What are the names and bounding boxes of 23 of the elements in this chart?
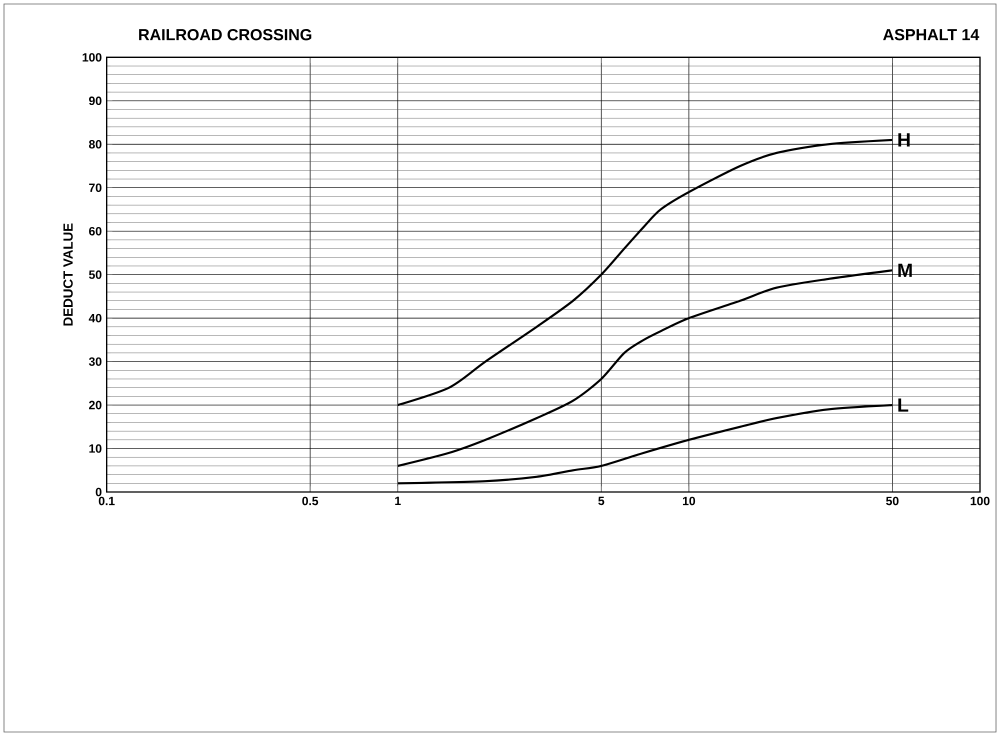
- series-label: H: [898, 133, 910, 147]
- y-tick-label: 0: [96, 488, 102, 496]
- y-tick-label: 10: [89, 444, 102, 453]
- y-tick-label: 30: [88, 357, 102, 366]
- x-tick-label: 0.1: [98, 496, 115, 506]
- y-tick-label: 60: [89, 226, 102, 236]
- x-tick-label: 100: [970, 496, 990, 506]
- y-tick-label: 90: [89, 96, 102, 106]
- y-tick-label: 80: [88, 140, 102, 149]
- series-label: M: [898, 264, 912, 277]
- y-tick-label: 50: [88, 270, 102, 279]
- chart-title: RAILROAD CROSSING: [139, 29, 312, 40]
- x-tick-label: 0.5: [302, 496, 318, 506]
- x-tick-label: 5: [598, 496, 604, 506]
- chart-subtitle: ASPHALT 14: [883, 29, 980, 40]
- y-tick-label: 100: [82, 53, 102, 62]
- y-tick-label: 70: [89, 183, 102, 192]
- x-tick-label: 1: [395, 496, 401, 505]
- y-tick-label: 40: [88, 314, 102, 322]
- y-tick-label: 20: [89, 400, 102, 410]
- x-tick-label: 50: [886, 496, 899, 506]
- y-axis-title: DEDUCT VALUE: [63, 223, 73, 326]
- x-tick-label: 10: [682, 496, 696, 506]
